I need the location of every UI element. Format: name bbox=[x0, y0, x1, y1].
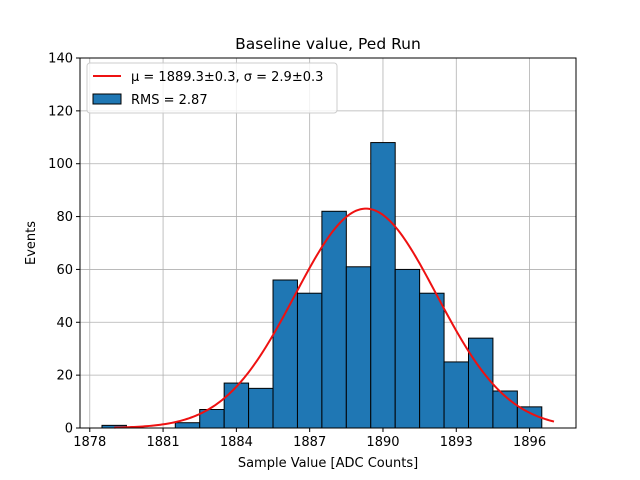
plot-frame bbox=[79, 57, 577, 429]
x-tick-label-0: 1878 bbox=[73, 435, 106, 450]
y-tick-label-1: 20 bbox=[56, 369, 73, 384]
y-axis-ticks: 0 20 40 60 80 100 120 140 bbox=[48, 52, 80, 437]
chart-title: Baseline value, Ped Run bbox=[235, 35, 421, 53]
x-tick-label-3: 1887 bbox=[293, 435, 326, 450]
x-tick-label-1: 1881 bbox=[147, 435, 180, 450]
y-axis-label: Events bbox=[24, 221, 39, 265]
legend-fit-label: μ = 1889.3±0.3, σ = 2.9±0.3 bbox=[131, 70, 323, 85]
x-tick-label-6: 1896 bbox=[513, 435, 546, 450]
y-tick-label-2: 40 bbox=[56, 316, 73, 331]
y-tick-label-6: 120 bbox=[48, 104, 73, 119]
histogram-bar-11 bbox=[370, 142, 396, 429]
histogram-bar-5 bbox=[223, 382, 250, 429]
histogram-bars bbox=[101, 142, 543, 429]
y-tick-label-4: 80 bbox=[56, 210, 73, 225]
gaussian-fit bbox=[114, 207, 555, 429]
histogram-bar-12 bbox=[394, 268, 421, 429]
histogram-bar-6 bbox=[248, 387, 274, 429]
x-tick-label-4: 1890 bbox=[366, 435, 399, 450]
legend-histogram-label: RMS = 2.87 bbox=[131, 93, 208, 108]
histogram-bar-10 bbox=[345, 266, 372, 429]
legend-box bbox=[86, 62, 338, 114]
histogram-bar-15 bbox=[467, 337, 494, 429]
histogram-bar-14 bbox=[443, 361, 469, 429]
x-axis-label: Sample Value [ADC Counts] bbox=[238, 456, 418, 471]
histogram-bar-3 bbox=[174, 422, 201, 429]
legend: μ = 1889.3±0.3, σ = 2.9±0.3 RMS = 2.87 bbox=[86, 62, 338, 114]
y-tick-label-5: 100 bbox=[48, 157, 73, 172]
histogram-bar-9 bbox=[321, 210, 347, 429]
histogram-bar-8 bbox=[296, 292, 323, 429]
x-tick-label-5: 1893 bbox=[440, 435, 473, 450]
y-tick-label-7: 140 bbox=[48, 52, 73, 67]
y-tick-label-3: 60 bbox=[56, 263, 73, 278]
histogram-bar-13 bbox=[419, 292, 445, 429]
x-tick-label-2: 1884 bbox=[220, 435, 253, 450]
y-tick-label-0: 0 bbox=[65, 422, 73, 437]
legend-histogram-swatch bbox=[92, 93, 122, 105]
x-axis-ticks: 1878 1881 1884 1887 1890 1893 1896 bbox=[73, 428, 546, 450]
fit-curve bbox=[114, 207, 555, 429]
histogram-bar-7 bbox=[272, 279, 298, 429]
